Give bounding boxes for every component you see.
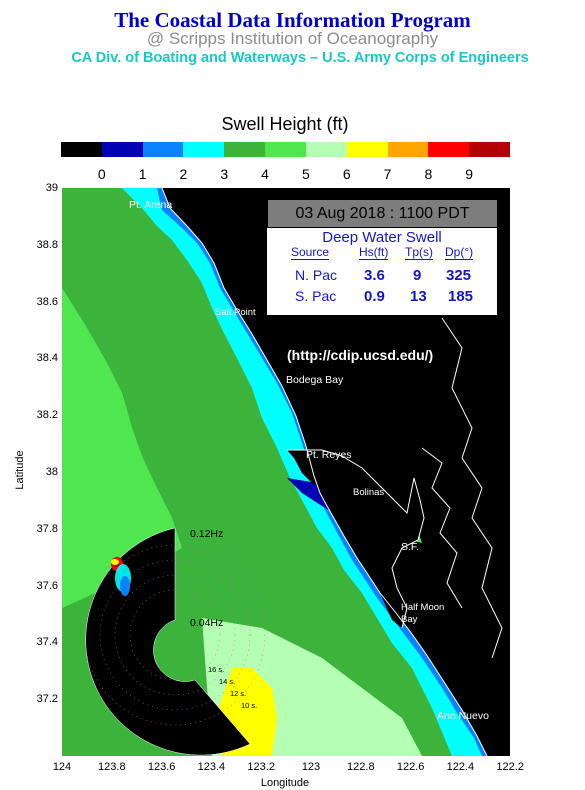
row-hs: 3.6 [364,267,385,284]
row-source: N. Pac [295,267,338,283]
colorbar-tick-label: 0 [97,166,106,182]
legend-title: Swell Height (ft) [221,114,349,134]
latitude-tick-label: 38.2 [36,409,58,422]
spectrum-disk [85,527,251,756]
longitude-tick-label: 123.8 [98,761,126,773]
row-tp: 13 [410,288,427,305]
colorbar-tick-label: 5 [302,166,310,182]
longitude-tick-label: 123.4 [197,761,226,773]
coastline [161,187,488,757]
latitude-tick-label: 39 [45,182,58,194]
colorbar-tick-label: 6 [342,166,351,182]
longitude-tick-label: 122.2 [496,761,524,773]
colorbar-tick-label: 2 [179,166,188,182]
timestamp-box: 03 Aug 2018 : 1100 PDT [268,200,497,227]
swell-band-mid-green [62,288,182,608]
latitude-tick-label: 38.8 [36,238,58,251]
latitude-tick-label: 38 [45,466,58,478]
place-label: Ano Nuevo [437,710,489,722]
period-label-12: 12 s. [230,689,247,698]
place-label: S.F. [401,541,420,553]
latitude-tick-label: 37.8 [36,522,58,535]
longitude-tick-label: 122.8 [347,761,375,773]
colorbar-tick-label: 7 [383,166,392,182]
inland-shoreline-2 [421,447,463,609]
page-title: The Coastal Data Information Program [114,8,471,32]
spectrum-wedge [84,527,266,756]
colorbar-swatch [61,142,102,157]
period-label-16: 16 s. [208,665,225,674]
swell-info-box: Deep Water Swell Source Hs(ft) Tp(s) Dp(… [267,228,497,315]
colorbar-swatch [428,142,470,157]
period-label-10: 10 s. [241,701,258,710]
colorbar-swatch [346,142,388,157]
row-tp: 9 [413,267,422,284]
colorbar-swatch [183,142,225,157]
place-label: Pt. Reyes [306,449,352,461]
longitude-tick-label: 122.4 [446,761,475,773]
latitude-tick-label: 37.4 [36,636,58,649]
freq-label-low: 0.04Hz [190,617,224,629]
longitude-tick-label: 123.2 [247,761,275,773]
col-source: Source [291,245,330,260]
swell-band-blue [157,188,487,756]
place-label: Bolinas [353,487,385,498]
row-source: S. Pac [295,288,337,304]
latitude-tick-label: 38.6 [36,295,58,308]
latitude-tick-label: 37.2 [36,693,58,706]
colorbar-swatch [387,142,429,157]
longitude-tick-label: 124 [52,761,72,773]
latitude-tick-label: 37.6 [36,579,58,592]
colorbar-tick-label: 8 [424,166,433,182]
place-label: Bodega Bay [286,374,344,386]
cdip-url-text: (http://cdip.ucsd.edu/) [287,347,434,363]
row-dp: 185 [448,288,474,305]
col-hs: Hs(ft) [359,245,389,260]
x-axis-label: Longitude [260,777,310,789]
place-label: Half Moon Bay [401,602,445,625]
land-mass [162,188,510,756]
place-label: Salt Point [215,307,256,318]
colorbar-swatch [265,142,306,157]
swell-info-heading: Deep Water Swell [322,229,442,246]
inland-shoreline [441,317,503,659]
colorbar-swatch [469,142,510,157]
colorbar-ticks: 0 1 2 3 4 5 6 7 8 9 [0,166,585,184]
colorbar [61,142,510,157]
row-dp: 325 [446,267,472,284]
colorbar-swatch [101,142,143,157]
col-tp: Tp(s) [405,245,433,260]
freq-label-high: 0.12Hz [190,528,224,540]
period-label-14: 14 s. [219,677,236,686]
colorbar-tick-label: 3 [220,166,229,182]
colorbar-tick-label: 9 [465,166,474,182]
institution-subtitle: @ Scripps Institution of Oceanography [146,29,439,48]
colorbar-tick-label: 1 [138,166,147,182]
y-axis-label: Latitude [14,450,26,490]
longitude-tick-label: 123.6 [147,761,176,773]
bay-shoreline [287,449,425,629]
latitude-tick-label: 38.4 [36,352,58,365]
colorbar-swatch [305,142,347,157]
place-label: Pt. Arena [129,199,173,211]
colorbar-tick-label: 4 [261,166,269,182]
longitude-tick-label: 123 [301,761,321,773]
colorbar-swatch [224,142,266,157]
col-dp: Dp(°) [445,245,474,260]
agencies-line: CA Div. of Boating and Waterways – U.S. … [71,50,529,66]
colorbar-swatch [142,142,184,157]
longitude-tick-label: 122.6 [396,761,425,773]
row-hs: 0.9 [364,288,385,305]
